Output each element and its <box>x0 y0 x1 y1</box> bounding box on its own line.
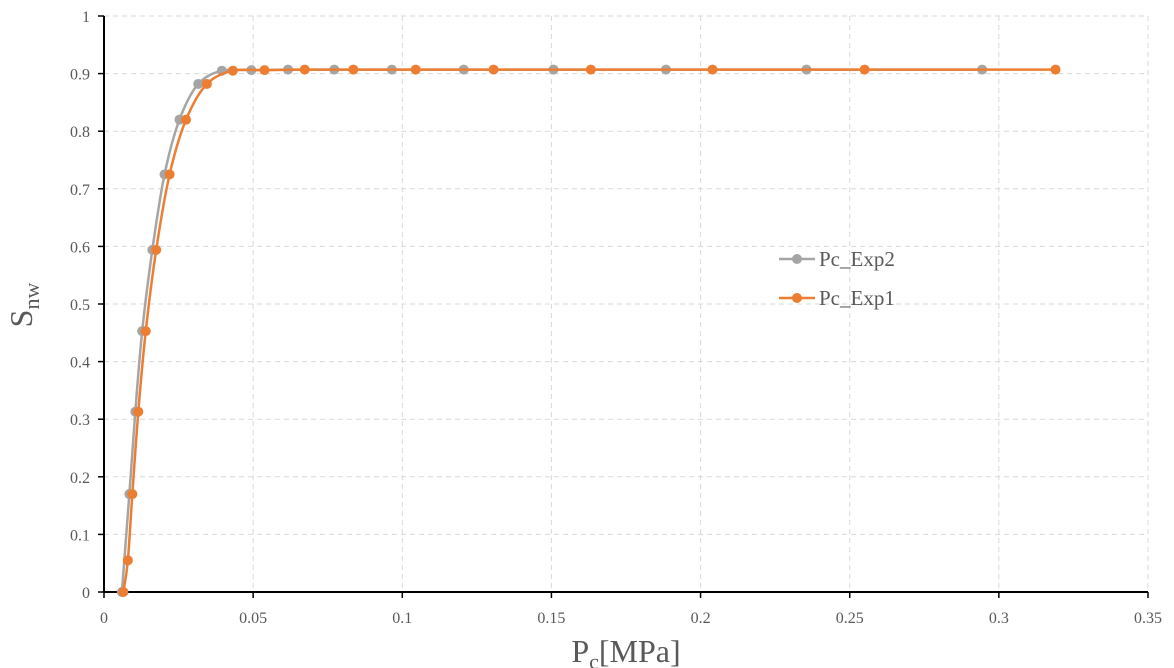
point-pc-exp1-8 <box>201 78 212 89</box>
point-pc-exp1-9 <box>227 65 238 76</box>
point-pc-exp1-11 <box>299 64 310 75</box>
point-pc-exp1-18 <box>1050 64 1061 75</box>
x-tick-label-6: 0.3 <box>989 610 1009 627</box>
series-pc-exp2 <box>116 64 988 597</box>
point-pc-exp1-10 <box>259 65 270 76</box>
gridlines <box>104 15 1149 592</box>
y-tick-label-9: 0.9 <box>70 67 90 84</box>
x-tick-label-5: 0.25 <box>836 610 864 627</box>
point-pc-exp1-6 <box>164 169 175 180</box>
axes: 0 0.1 0.2 0.3 0.4 0.5 0.6 0.7 0.8 0.9 1 0 0.05 0.1 0.1… <box>70 9 1162 627</box>
point-pc-exp1-13 <box>410 64 421 75</box>
point-pc-exp1-16 <box>707 64 718 75</box>
x-tick-label-0: 0 <box>100 610 108 627</box>
series-layer <box>116 64 1061 597</box>
point-pc-exp1-5 <box>151 244 162 255</box>
y-tick-label-8: 0.8 <box>70 124 90 141</box>
legend-marker-pc-exp2 <box>792 254 802 264</box>
y-tick-label-10: 1 <box>82 9 90 26</box>
point-pc-exp1-17 <box>859 64 870 75</box>
y-tick-label-5: 0.5 <box>70 297 90 314</box>
x-tick-label-4: 0.2 <box>691 610 711 627</box>
legend-marker-pc-exp1 <box>792 293 802 303</box>
point-pc-exp1-1 <box>122 555 133 566</box>
y-tick-label-7: 0.7 <box>70 182 90 199</box>
series-line-pc-exp1 <box>122 68 1056 593</box>
y-tick-label-2: 0.2 <box>70 470 90 487</box>
y-tick-label-1: 0.1 <box>70 527 90 544</box>
x-tick-label-7: 0.35 <box>1134 610 1162 627</box>
point-pc-exp1-12 <box>348 64 359 75</box>
point-pc-exp1-3 <box>133 406 144 417</box>
y-tick-label-6: 0.6 <box>70 239 90 256</box>
point-pc-exp1-14 <box>488 64 499 75</box>
x-tick-label-2: 0.1 <box>392 610 412 627</box>
legend-label-pc-exp2: Pc_Exp2 <box>819 247 895 271</box>
legend: Pc_Exp2 Pc_Exp1 <box>779 247 895 310</box>
legend-item-pc-exp2: Pc_Exp2 <box>779 247 895 271</box>
y-tick-label-0: 0 <box>82 585 90 602</box>
legend-item-pc-exp1: Pc_Exp1 <box>779 286 895 310</box>
point-pc-exp1-4 <box>140 326 151 337</box>
series-pc-exp1 <box>118 64 1061 597</box>
x-axis-title: Pc[MPa] <box>571 633 680 668</box>
series-line-pc-exp2 <box>120 68 983 593</box>
x-tick-label-3: 0.15 <box>537 610 565 627</box>
point-pc-exp2-7 <box>193 78 204 89</box>
point-pc-exp1-0 <box>118 587 129 597</box>
legend-label-pc-exp1: Pc_Exp1 <box>819 286 895 310</box>
point-pc-exp1-15 <box>585 64 596 75</box>
point-pc-exp1-2 <box>127 489 138 500</box>
x-tick-label-1: 0.05 <box>239 610 267 627</box>
y-tick-label-3: 0.3 <box>70 412 90 429</box>
point-pc-exp1-7 <box>181 114 192 125</box>
y-axis-title: Snw <box>3 283 44 328</box>
y-tick-label-4: 0.4 <box>70 355 90 372</box>
